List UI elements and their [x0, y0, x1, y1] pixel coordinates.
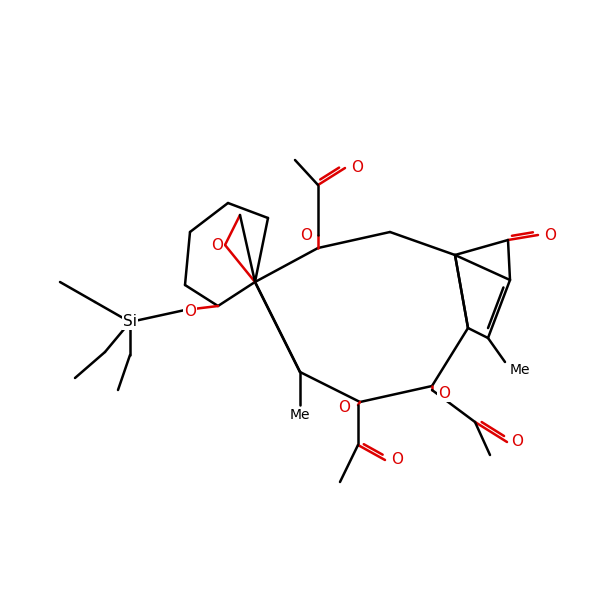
Text: O: O: [351, 160, 363, 175]
Text: O: O: [511, 434, 523, 449]
Text: Me: Me: [510, 363, 530, 377]
Text: Si: Si: [123, 314, 137, 329]
Text: O: O: [438, 386, 450, 401]
Text: O: O: [338, 400, 350, 415]
Text: O: O: [211, 238, 223, 253]
Text: O: O: [184, 304, 196, 319]
Text: Me: Me: [290, 408, 310, 422]
Text: O: O: [544, 227, 556, 242]
Text: O: O: [391, 452, 403, 467]
Text: O: O: [300, 227, 312, 242]
